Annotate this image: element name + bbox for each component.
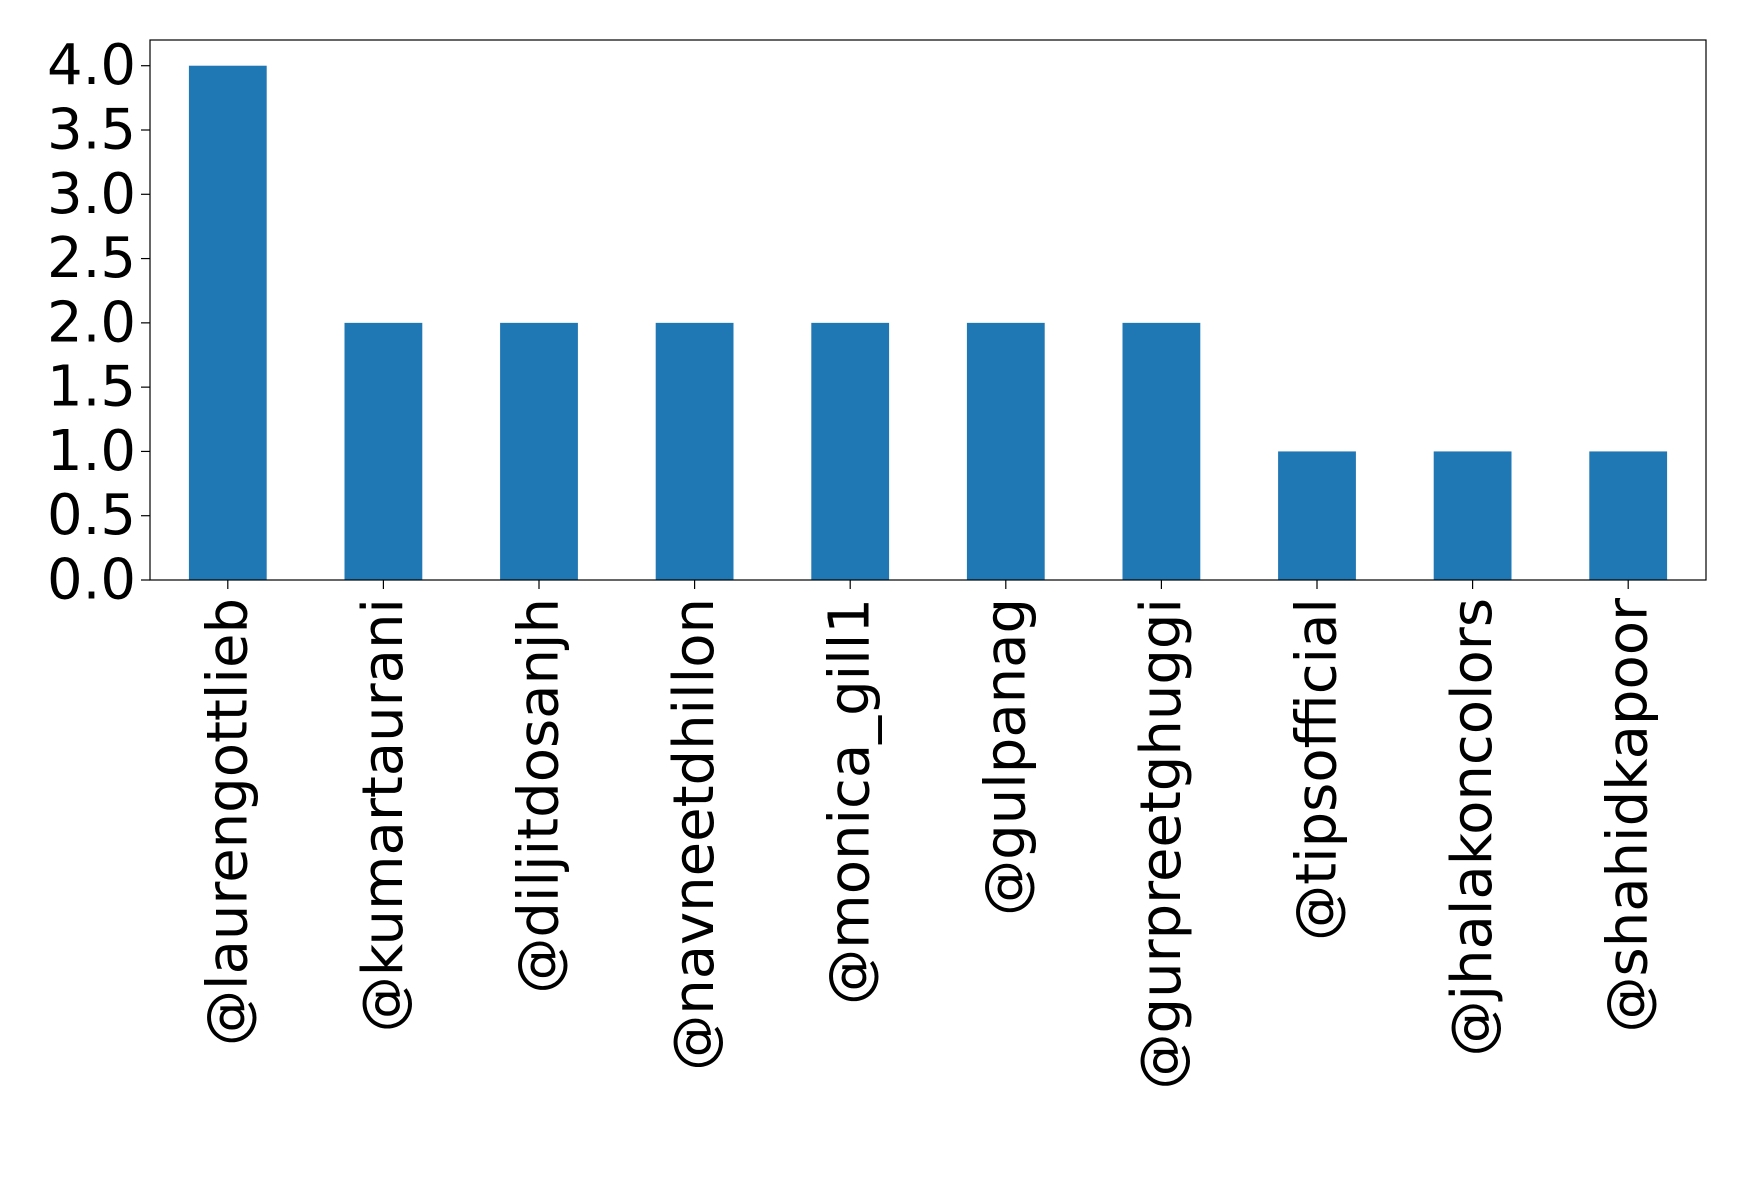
x-tick-label: @gulpanag — [973, 598, 1038, 916]
y-tick-label: 1.0 — [47, 419, 136, 484]
bar-diljitdosanjh — [500, 322, 578, 580]
x-tick-label: @laurengottlieb — [195, 598, 260, 1046]
bar-gulpanag — [966, 322, 1045, 580]
x-tick-label: @jhalakoncolors — [1440, 598, 1505, 1057]
y-tick-label: 4.0 — [47, 33, 136, 98]
bar-kumartaurani — [344, 322, 423, 580]
bar-gurpreetghuggi — [1122, 322, 1201, 580]
y-axis: 0.00.51.01.52.02.53.03.54.0 — [47, 33, 150, 613]
x-tick-label: @shahidkapoor — [1596, 597, 1661, 1032]
y-tick-label: 2.5 — [47, 226, 136, 291]
y-tick-label: 1.5 — [47, 355, 136, 420]
x-tick-label: @diljitdosanjh — [507, 598, 572, 994]
plot-frame — [149, 39, 1707, 581]
bar-monica-gill1 — [811, 322, 890, 580]
x-axis: @laurengottlieb @kumartaurani @diljitdosan… — [195, 580, 1661, 1089]
x-tick-label: @kumartaurani — [351, 598, 416, 1032]
y-tick-label: 2.0 — [47, 290, 136, 355]
y-tick-label: 3.0 — [47, 162, 136, 227]
y-tick-label: 0.5 — [47, 483, 136, 548]
x-tick-label: @gurpreetghuggi — [1129, 598, 1194, 1089]
bar-navneetdhillon — [655, 322, 734, 580]
x-tick-label: @monica_gill1 — [818, 598, 883, 1005]
bars-layer — [188, 65, 1668, 580]
y-tick-label: 3.5 — [47, 98, 136, 163]
bar-laurengottlieb — [188, 65, 267, 580]
x-tick-label: @tipsofficial — [1285, 598, 1350, 941]
bar-shahidkapoor — [1589, 451, 1668, 580]
x-tick-label: @navneetdhillon — [662, 598, 727, 1071]
bar-tipsofficial — [1278, 451, 1356, 580]
bar-jhalakoncolors — [1433, 451, 1512, 580]
y-tick-label: 0.0 — [47, 548, 136, 613]
